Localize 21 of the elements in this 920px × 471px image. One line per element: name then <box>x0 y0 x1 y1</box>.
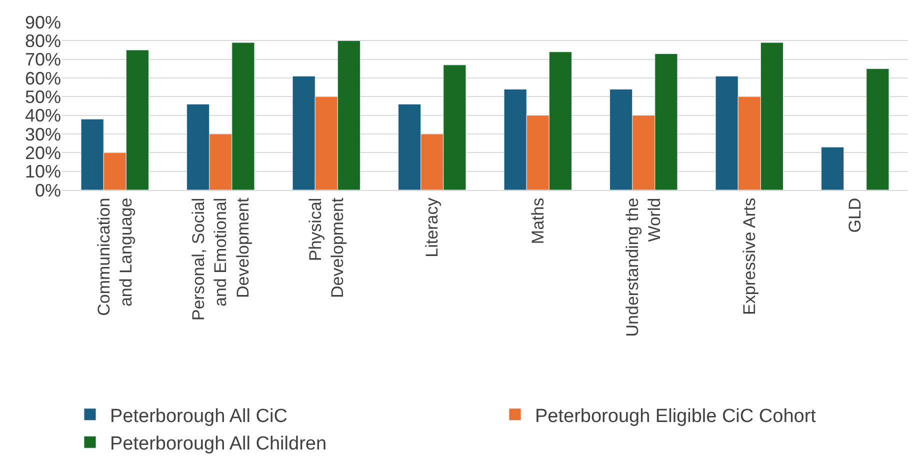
y-tick-label: 80% <box>24 30 61 51</box>
x-tick-label: Literacy <box>422 197 442 258</box>
x-tick-label: Communication and Language <box>94 198 136 316</box>
y-tick-label: 20% <box>24 142 61 163</box>
bar <box>866 68 890 190</box>
y-tick-label: 0% <box>34 180 61 200</box>
x-tick-label: Understanding the World <box>623 198 664 337</box>
y-tick-label: 10% <box>24 162 61 182</box>
x-tick-label: GLD <box>846 198 865 233</box>
y-tick-label: 90% <box>24 12 61 32</box>
x-tick-label: Expressive Arts <box>740 198 759 315</box>
legend-label: Peterborough Eligible CiC Cohort <box>535 406 817 427</box>
legend-label: Peterborough All CiC <box>110 406 288 427</box>
y-tick-label: 70% <box>24 50 61 70</box>
bar <box>821 146 844 190</box>
y-tick-label: 40% <box>24 106 61 126</box>
y-tick-label: 30% <box>24 124 61 144</box>
y-tick-label: 60% <box>24 68 61 88</box>
y-tick-label: 50% <box>24 86 61 107</box>
legend-label: Peterborough All Children <box>110 434 327 455</box>
x-tick-label: Maths <box>528 198 548 244</box>
